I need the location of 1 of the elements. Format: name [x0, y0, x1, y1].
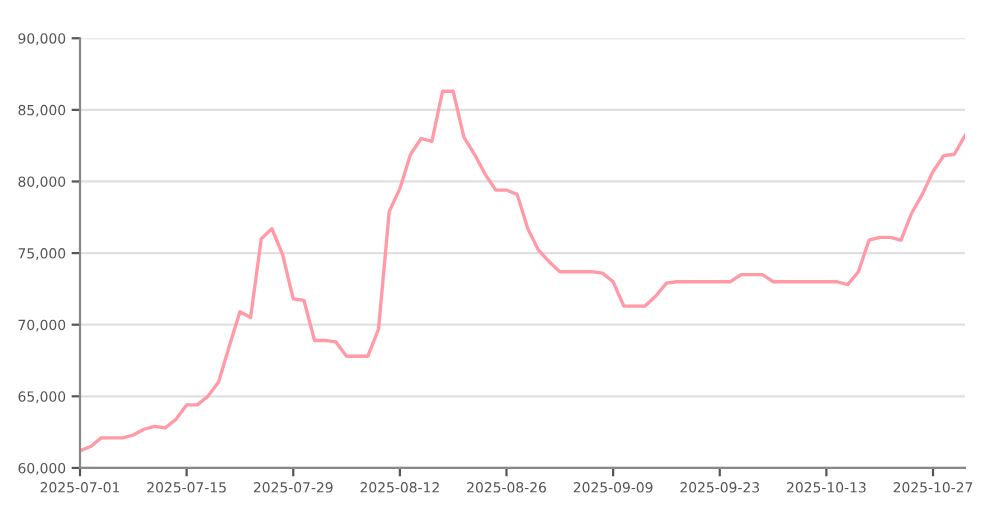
line-series [80, 89, 965, 453]
